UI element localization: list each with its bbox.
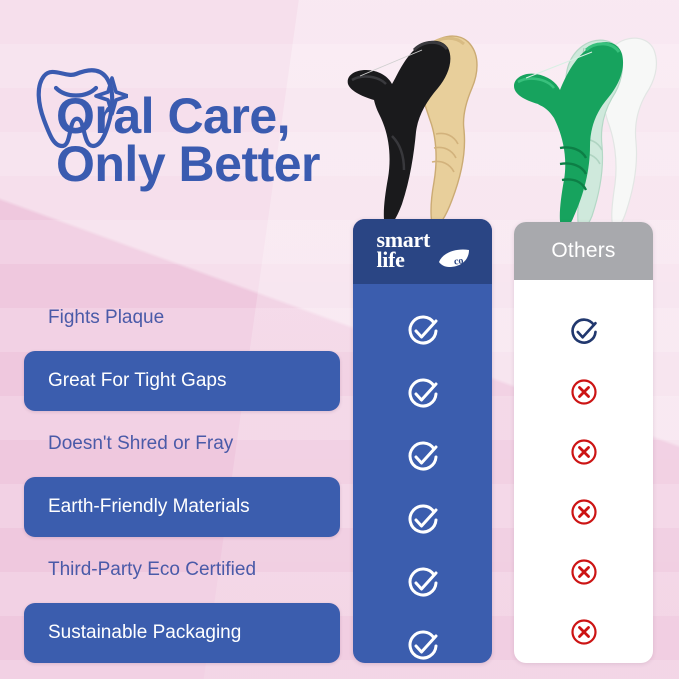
check-circle-icon bbox=[408, 378, 437, 407]
floss-pick-black bbox=[347, 40, 451, 228]
feature-label: Sustainable Packaging bbox=[48, 622, 242, 643]
feature-row: Earth-Friendly Materials bbox=[24, 477, 340, 537]
others-cell-cross bbox=[514, 422, 653, 482]
check-circle-icon bbox=[408, 504, 437, 533]
others-cell-cross bbox=[514, 542, 653, 602]
logo-line-2: life bbox=[376, 246, 405, 272]
logo-leaf-text: co bbox=[453, 254, 465, 268]
check-circle-icon bbox=[408, 315, 437, 344]
floss-pick-green bbox=[514, 42, 624, 230]
feature-label: Doesn't Shred or Fray bbox=[48, 433, 234, 454]
feature-row: Third-Party Eco Certified bbox=[24, 540, 340, 600]
leaf-icon bbox=[437, 248, 471, 273]
check-circle-icon bbox=[408, 630, 437, 659]
cross-circle-icon bbox=[570, 619, 597, 645]
tooth-sparkle-icon bbox=[24, 48, 130, 157]
check-circle-icon bbox=[408, 441, 437, 470]
cross-circle-icon bbox=[570, 559, 597, 585]
others-cell-check bbox=[514, 302, 653, 362]
feature-row: Great For Tight Gaps bbox=[24, 351, 340, 411]
feature-row: Doesn't Shred or Fray bbox=[24, 414, 340, 474]
cross-circle-icon bbox=[570, 499, 597, 525]
brand-cell-check bbox=[353, 425, 492, 488]
logo-line-1: smart bbox=[376, 226, 431, 252]
product-photo-left-group bbox=[330, 4, 510, 234]
cross-circle-icon bbox=[570, 439, 597, 465]
others-column-label: Others bbox=[551, 239, 616, 262]
comparison-column-others: Others bbox=[514, 222, 653, 663]
check-circle-icon bbox=[408, 567, 437, 596]
comparison-column-brand: smart life co bbox=[353, 219, 492, 663]
smartlife-logo: smart life co bbox=[376, 226, 471, 274]
others-column-header: Others bbox=[514, 222, 653, 280]
brand-cell-check bbox=[353, 614, 492, 663]
feature-label: Fights Plaque bbox=[48, 307, 165, 328]
product-photo-right-group bbox=[498, 8, 679, 235]
feature-label: Great For Tight Gaps bbox=[48, 370, 227, 391]
hero-block: Oral Care, Only Better bbox=[24, 48, 364, 192]
others-column-cells bbox=[514, 280, 653, 662]
cross-circle-icon bbox=[570, 379, 597, 405]
feature-row: Sustainable Packaging bbox=[24, 603, 340, 663]
brand-column-header: smart life co bbox=[353, 219, 492, 284]
others-cell-cross bbox=[514, 362, 653, 422]
brand-cell-check bbox=[353, 299, 492, 362]
feature-list: Fights Plaque Great For Tight Gaps Doesn… bbox=[24, 288, 340, 666]
feature-label: Earth-Friendly Materials bbox=[48, 496, 250, 517]
feature-label: Third-Party Eco Certified bbox=[48, 559, 257, 580]
brand-cell-check bbox=[353, 362, 492, 425]
check-circle-icon bbox=[570, 318, 597, 344]
page-title: Oral Care, Only Better bbox=[56, 88, 321, 192]
feature-row: Fights Plaque bbox=[24, 288, 340, 348]
others-cell-cross bbox=[514, 482, 653, 542]
brand-cell-check bbox=[353, 488, 492, 551]
brand-cell-check bbox=[353, 551, 492, 614]
others-cell-cross bbox=[514, 602, 653, 662]
brand-column-cells bbox=[353, 284, 492, 663]
